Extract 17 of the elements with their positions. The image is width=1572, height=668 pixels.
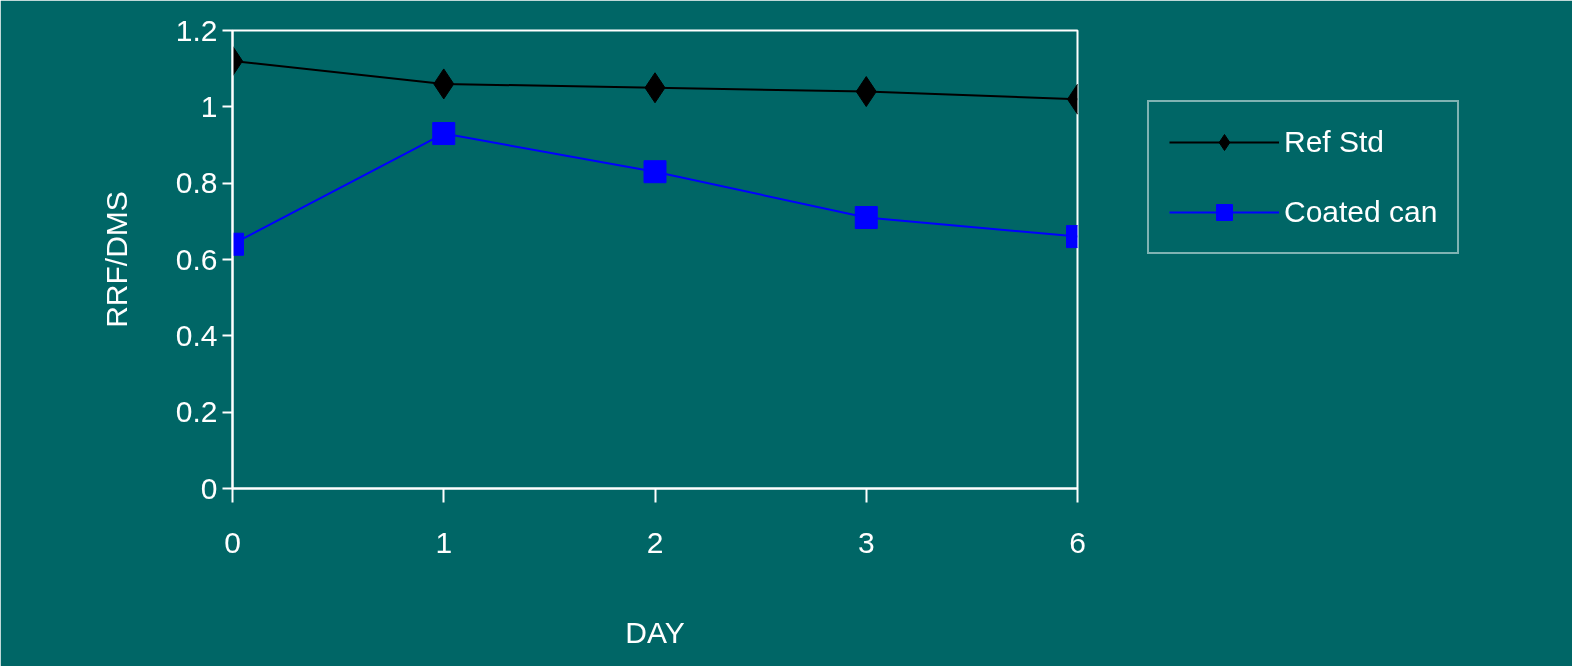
x-tick-label: 6: [1069, 525, 1086, 559]
x-tick-label: 0: [224, 525, 241, 559]
y-tick-label: 0.4: [175, 318, 218, 352]
x-tick-label: 2: [646, 525, 664, 559]
x-tick-label: 3: [857, 525, 875, 559]
y-tick-label: 1.2: [175, 13, 218, 47]
y-tick-label: 0.8: [175, 166, 218, 200]
legend-label: Ref Std: [1284, 125, 1385, 159]
x-tick-label: 1: [435, 525, 453, 559]
point: [643, 160, 667, 184]
y-tick-label: 0.6: [175, 242, 218, 276]
y-tick-label: 0.2: [175, 395, 218, 429]
x-axis-title: DAY: [625, 615, 685, 649]
y-axis-title: RRF/DMS: [99, 191, 133, 328]
y-tick-label: 1: [200, 89, 218, 123]
legend-label: Coated can: [1284, 195, 1438, 229]
y-tick-label: 0: [200, 471, 218, 505]
